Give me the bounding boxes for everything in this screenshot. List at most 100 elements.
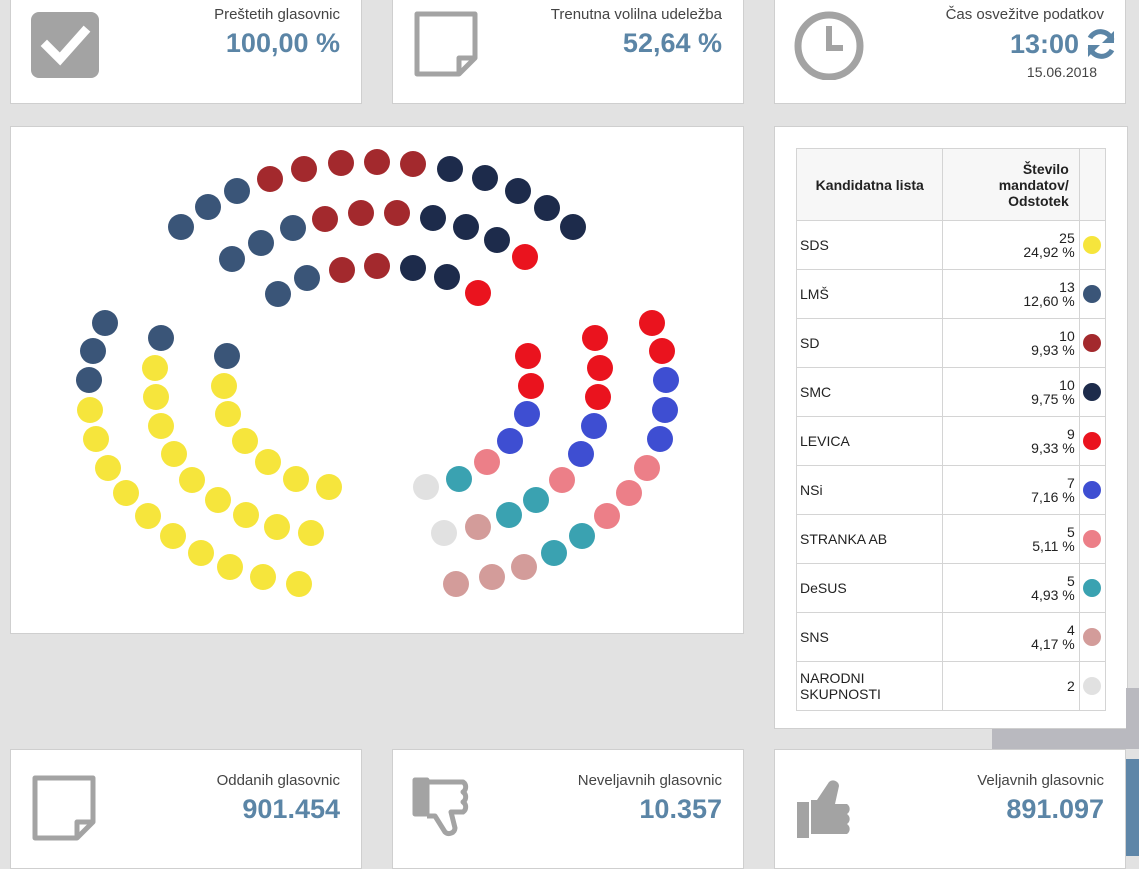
seat [348, 200, 374, 226]
seat [219, 246, 245, 272]
seat [384, 200, 410, 226]
seat [639, 310, 665, 336]
party-color-dot [1083, 285, 1102, 304]
seat [560, 214, 586, 240]
seat [568, 441, 594, 467]
seat [328, 150, 354, 176]
party-color-cell [1078, 514, 1107, 564]
stat-value: 52,64 % [622, 28, 722, 58]
seat [211, 373, 237, 399]
parliament-seat-chart [10, 126, 744, 634]
party-name: NSi [795, 465, 944, 515]
party-seats-percent: 9 9,33 % [942, 416, 1080, 466]
table-row: DeSUS 5 4,93 % [795, 563, 1107, 613]
party-percent: 7,16 % [1031, 489, 1075, 505]
stat-label: Veljavnih glasovnic [977, 772, 1104, 789]
seat [76, 367, 102, 393]
seat [616, 480, 642, 506]
party-percent: 12,60 % [1023, 293, 1075, 309]
seat [215, 401, 241, 427]
party-seats-percent: 25 24,92 % [942, 220, 1080, 270]
stat-label: Oddanih glasovnic [216, 772, 340, 789]
party-table: Kandidatna lista Število mandatov/ Odsto… [795, 148, 1107, 711]
seat [250, 564, 276, 590]
seat [280, 215, 306, 241]
seat [217, 554, 243, 580]
stat-label: Preštetih glasovnic [214, 6, 340, 23]
thumbs-down-icon [412, 777, 469, 837]
refresh-time: 13:00 [1009, 28, 1079, 59]
seat [465, 514, 491, 540]
seat [541, 540, 567, 566]
party-color-cell [1078, 367, 1107, 417]
seat [205, 487, 231, 513]
background-panel [1126, 688, 1139, 749]
seat [497, 428, 523, 454]
header-seats: Število mandatov/ Odstotek [942, 148, 1080, 221]
party-color-cell [1078, 612, 1107, 662]
party-color-cell [1078, 416, 1107, 466]
seat [652, 397, 678, 423]
table-row: LMŠ 13 12,60 % [795, 269, 1107, 319]
stat-refresh-time: Čas osvežitve podatkov 13:00 15.06.2018 [774, 0, 1126, 104]
seat [265, 281, 291, 307]
seat [286, 571, 312, 597]
seat [587, 355, 613, 381]
stat-counted-ballots: Preštetih glasovnic 100,00 % [10, 0, 362, 104]
seat-diagram [76, 149, 679, 597]
seat [431, 520, 457, 546]
seat [233, 502, 259, 528]
stat-cast-ballots: Oddanih glasovnic 901.454 [10, 749, 362, 869]
party-seats-percent: 10 9,93 % [942, 318, 1080, 368]
party-color-dot [1083, 481, 1102, 500]
seat [647, 426, 673, 452]
party-legend: Kandidatna lista Število mandatov/ Odsto… [774, 126, 1128, 729]
seat [316, 474, 342, 500]
party-seats-percent: 4 4,17 % [942, 612, 1080, 662]
party-color-cell [1078, 465, 1107, 515]
stat-turnout: Trenutna volilna udeležba 52,64 % [392, 0, 744, 104]
seat [283, 466, 309, 492]
seat [594, 503, 620, 529]
party-color-cell [1078, 318, 1107, 368]
party-seats-percent: 10 9,75 % [942, 367, 1080, 417]
document-icon [32, 775, 96, 841]
party-name: SNS [795, 612, 944, 662]
seat [232, 428, 258, 454]
party-name: SDS [795, 220, 944, 270]
seat [443, 571, 469, 597]
seat [161, 441, 187, 467]
stat-value: 891.097 [1006, 794, 1104, 824]
seat [92, 310, 118, 336]
table-row: SD 10 9,93 % [795, 318, 1107, 368]
party-seats: 10 [1059, 328, 1075, 344]
seat [400, 255, 426, 281]
seat [582, 325, 608, 351]
seat [312, 206, 338, 232]
seat [420, 205, 446, 231]
seat [160, 523, 186, 549]
party-seats: 9 [1066, 426, 1075, 442]
seat [364, 149, 390, 175]
seat [649, 338, 675, 364]
seat [465, 280, 491, 306]
seat [585, 384, 611, 410]
refresh-icon[interactable] [1083, 26, 1119, 62]
party-seats-percent: 7 7,16 % [942, 465, 1080, 515]
table-row: SNS 4 4,17 % [795, 612, 1107, 662]
stat-valid-ballots: Veljavnih glasovnic 891.097 [774, 749, 1126, 869]
party-percent: 9,33 % [1031, 440, 1075, 456]
party-seats: 13 [1059, 279, 1075, 295]
seat [453, 214, 479, 240]
header-list: Kandidatna lista [795, 148, 944, 221]
seat [496, 502, 522, 528]
seat [329, 257, 355, 283]
stat-label: Neveljavnih glasovnic [577, 772, 722, 789]
seat [474, 449, 500, 475]
seat [484, 227, 510, 253]
party-seats: 5 [1066, 573, 1075, 589]
party-color-dot [1083, 628, 1102, 647]
party-color-dot [1083, 432, 1102, 451]
seat [518, 373, 544, 399]
stat-value: 100,00 % [225, 28, 340, 58]
